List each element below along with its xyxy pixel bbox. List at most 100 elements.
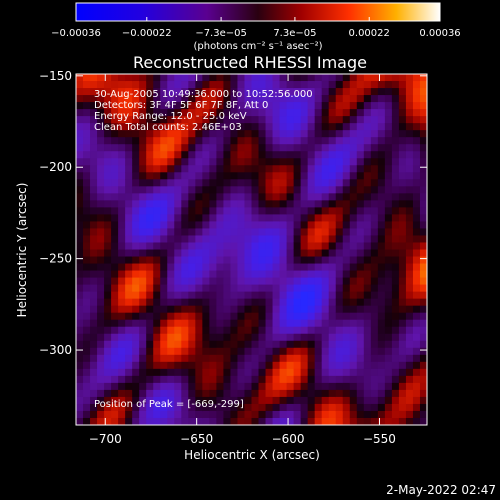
heatmap-cell [356,81,365,89]
heatmap-cell [286,298,295,307]
heatmap-cell [181,312,189,321]
heatmap-cell [244,242,252,250]
heatmap-cell [314,361,323,370]
heatmap-cell [118,361,126,370]
heatmap-cell [342,186,351,194]
heatmap-cell [328,277,337,286]
heatmap-cell [83,403,91,412]
heatmap-cell [83,284,91,293]
heatmap-cell [377,74,386,82]
heatmap-cell [223,221,231,229]
heatmap-cell [125,235,133,243]
heatmap-cell [230,137,238,145]
heatmap-cell [335,165,344,173]
heatmap-cell [202,256,210,265]
heatmap-cell [153,193,161,201]
heatmap-cell [258,228,267,236]
heatmap-cell [202,144,210,152]
heatmap-cell [279,270,288,279]
heatmap-cell [384,144,393,152]
heatmap-cell [272,214,281,222]
heatmap-cell [412,137,421,145]
heatmap-cell [118,347,126,356]
heatmap-cell [307,242,316,250]
heatmap-cell [279,396,288,405]
heatmap-cell [293,221,302,229]
heatmap-cell [321,340,330,349]
heatmap-cell [125,305,133,314]
heatmap-cell [237,179,245,187]
heatmap-cell [265,214,274,222]
heatmap-cell [258,375,267,384]
heatmap-cell [307,340,316,349]
heatmap-image [76,74,427,425]
heatmap-cell [202,410,210,419]
heatmap-cell [237,319,245,328]
heatmap-cell [132,74,140,82]
heatmap-cell [272,263,281,272]
heatmap-cell [342,270,351,279]
heatmap-cell [160,88,168,96]
heatmap-cell [363,333,372,342]
heatmap-cell [335,158,344,166]
heatmap-cell [314,242,323,250]
heatmap-cell [251,340,260,349]
heatmap-cell [328,200,337,208]
heatmap-cell [202,347,210,356]
heatmap-cell [146,179,154,187]
heatmap-cell [398,95,407,103]
heatmap-cell [139,284,147,293]
heatmap-cell [349,109,358,117]
heatmap-cell [398,200,407,208]
heatmap-cell [181,291,189,300]
heatmap-cell [153,95,161,103]
heatmap-cell [104,81,112,89]
heatmap-cell [125,172,133,180]
heatmap-cell [272,130,281,138]
heatmap-cell [412,228,421,236]
heatmap-cell [216,242,224,250]
heatmap-cell [286,368,295,377]
heatmap-cell [356,207,365,215]
heatmap-cell [377,298,386,307]
heatmap-cell [335,123,344,131]
heatmap-cell [314,284,323,293]
heatmap-cell [419,102,427,110]
heatmap-cell [83,263,91,272]
heatmap-cell [314,214,323,222]
heatmap-cell [342,256,351,265]
heatmap-cell [314,81,323,89]
heatmap-cell [244,221,252,229]
heatmap-cell [412,249,421,258]
heatmap-cell [188,375,196,384]
heatmap-cell [76,193,84,201]
heatmap-cell [104,137,112,145]
heatmap-cell [167,109,175,117]
heatmap-cell [202,305,210,314]
heatmap-cell [370,165,379,173]
heatmap-cell [237,130,245,138]
heatmap-cell [97,305,105,314]
heatmap-cell [286,158,295,166]
heatmap-cell [279,165,288,173]
heatmap-cell [370,284,379,293]
heatmap-cell [398,88,407,96]
heatmap-cell [335,305,344,314]
heatmap-cell [342,137,351,145]
heatmap-cell [251,396,260,405]
heatmap-cell [237,298,245,307]
heatmap-cell [258,242,267,250]
heatmap-cell [118,403,126,412]
heatmap-cell [104,165,112,173]
heatmap-cell [146,88,154,96]
heatmap-cell [125,242,133,250]
heatmap-cell [223,109,231,117]
heatmap-cell [202,263,210,272]
heatmap-cell [160,116,168,124]
heatmap-cell [342,144,351,152]
heatmap-cell [370,417,379,425]
heatmap-cell [258,417,267,425]
heatmap-cell [342,81,351,89]
heatmap-cell [181,333,189,342]
heatmap-cell [363,389,372,398]
